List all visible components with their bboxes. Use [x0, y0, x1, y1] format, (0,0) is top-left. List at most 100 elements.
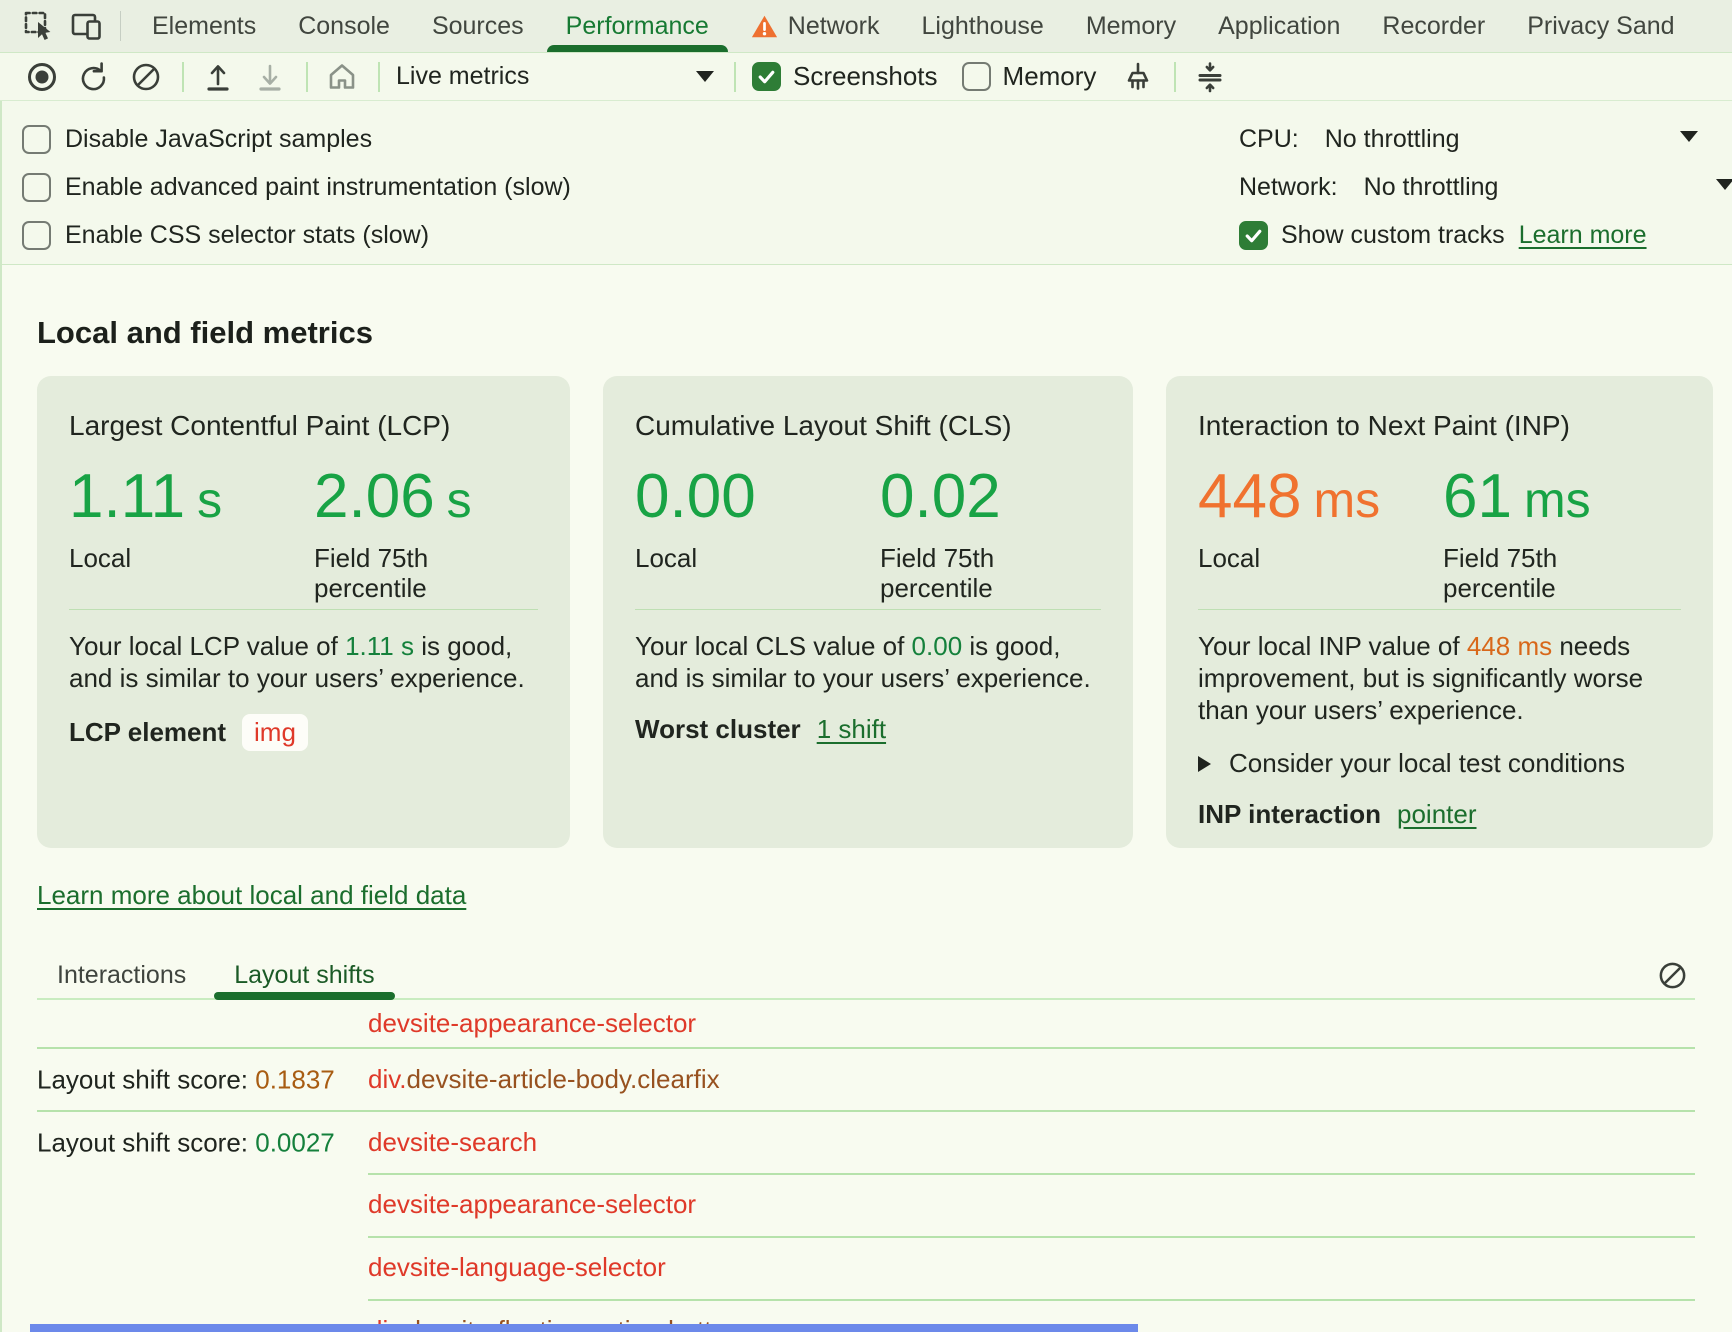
collect-garbage-button[interactable] [1120, 59, 1156, 95]
tab-interactions[interactable]: Interactions [57, 960, 187, 989]
network-throttle-select[interactable]: No throttling [1363, 172, 1499, 201]
custom-tracks-learn-more-link[interactable]: Learn more [1518, 220, 1647, 249]
layout-shift-row: devsite-language-selector [37, 1236, 1695, 1299]
metric-values: 1.11 s Local 2.06 s Field 75th percentile [69, 464, 538, 603]
tab-memory[interactable]: Memory [1085, 11, 1177, 40]
local-test-conditions-disclosure[interactable]: Consider your local test conditions [1198, 748, 1681, 779]
selection-highlight-bar [30, 1324, 1138, 1332]
local-value: 1.11 s [69, 462, 223, 531]
upload-profile-button[interactable] [200, 59, 236, 95]
shift-element-link[interactable]: devsite-appearance-selector [368, 1008, 697, 1038]
chevron-down-icon [696, 71, 714, 82]
disable-js-samples-checkbox[interactable] [22, 124, 51, 154]
pane-left-border [0, 101, 2, 1332]
toolbar-separator [182, 61, 184, 92]
shift-element-link[interactable]: devsite-language-selector [368, 1252, 666, 1282]
field-label: Field 75th percentile [314, 543, 429, 603]
reload-icon [81, 61, 106, 90]
local-label: Local [69, 543, 132, 573]
metric-description: Your local CLS value of 0.00 is good, an… [635, 631, 1091, 693]
devtools-tab-bar: Elements Console Sources Performance Net… [0, 0, 1732, 53]
tab-console[interactable]: Console [298, 11, 390, 40]
record-and-reload-button[interactable] [76, 59, 112, 95]
download-profile-button[interactable] [252, 59, 288, 95]
collapse-sections-button[interactable] [1192, 59, 1228, 95]
capture-settings-right: CPU: No throttling Network: No throttlin… [1239, 115, 1732, 259]
toolbar-separator [306, 61, 308, 92]
tab-network[interactable]: Network [730, 0, 901, 52]
metric-description: Your local LCP value of 1.11 s is good, … [69, 631, 525, 693]
check-icon [758, 70, 775, 84]
worst-cluster-link[interactable]: 1 shift [816, 714, 887, 744]
checkbox-label: Disable JavaScript samples [65, 124, 373, 153]
shift-element-link[interactable]: devsite-appearance-selector [368, 1189, 697, 1219]
clear-log-button[interactable] [1653, 956, 1691, 994]
field-data-learn-more-link[interactable]: Learn more about local and field data [37, 880, 467, 910]
tab-layout-shifts[interactable]: Layout shifts [214, 952, 395, 1000]
disable-js-samples-row[interactable]: Disable JavaScript samples [22, 115, 571, 163]
home-button[interactable] [324, 59, 360, 95]
metric-cards: Largest Contentful Paint (LCP) 1.11 s Loc… [37, 376, 1732, 848]
tab-sources[interactable]: Sources [431, 11, 524, 40]
chevron-down-icon[interactable] [1716, 179, 1732, 190]
metric-card-inp: Interaction to Next Paint (INP) 448 ms Lo… [1166, 376, 1713, 848]
advanced-paint-checkbox[interactable] [22, 172, 51, 202]
metric-card-cls: Cumulative Layout Shift (CLS) 0.00 Local… [603, 376, 1133, 848]
css-selector-stats-checkbox[interactable] [22, 220, 51, 250]
tab-privacy-sandbox[interactable]: Privacy Sand [1527, 11, 1675, 40]
record-icon [28, 62, 56, 91]
css-selector-stats-row[interactable]: Enable CSS selector stats (slow) [22, 211, 571, 259]
tab-recorder[interactable]: Recorder [1382, 11, 1486, 40]
network-throttling-row: Network: No throttling [1239, 163, 1732, 211]
tab-lighthouse[interactable]: Lighthouse [921, 11, 1044, 40]
local-label: Local [635, 543, 698, 573]
tab-elements[interactable]: Elements [152, 11, 257, 40]
inspect-element-button[interactable] [20, 7, 58, 45]
show-custom-tracks-label: Show custom tracks [1281, 220, 1505, 249]
clear-icon [1659, 962, 1685, 988]
tab-performance[interactable]: Performance [545, 0, 730, 52]
field-value-column: 0.02 Field 75th percentile [880, 464, 1101, 603]
capture-settings-pane: Disable JavaScript samples Enable advanc… [0, 101, 1732, 265]
cpu-throttle-select[interactable]: No throttling [1324, 124, 1460, 153]
memory-checkbox[interactable] [961, 62, 991, 91]
screenshots-label: Screenshots [793, 61, 938, 91]
screenshots-checkbox[interactable] [752, 62, 781, 91]
page-title: Local and field metrics [37, 315, 373, 350]
shift-element-link[interactable]: div.devsite-article-body.clearfix [368, 1064, 720, 1094]
field-value: 61 ms [1443, 462, 1591, 531]
inp-interaction-link[interactable]: pointer [1397, 799, 1477, 829]
broom-icon [1128, 62, 1149, 90]
show-custom-tracks-row: Show custom tracks Learn more [1239, 211, 1732, 259]
record-button[interactable] [24, 59, 60, 95]
toggle-device-toolbar-button[interactable] [68, 7, 106, 45]
chevron-down-icon[interactable] [1680, 131, 1698, 142]
shift-score: Layout shift score: 0.0027 [37, 1127, 335, 1157]
clear-recordings-button[interactable] [128, 59, 164, 95]
lcp-element-node-link[interactable]: img [242, 714, 308, 751]
advanced-paint-row[interactable]: Enable advanced paint instrumentation (s… [22, 163, 571, 211]
show-custom-tracks-checkbox[interactable] [1239, 220, 1268, 250]
card-title: Largest Contentful Paint (LCP) [69, 410, 451, 441]
check-icon [1245, 229, 1262, 242]
shift-element-link[interactable]: devsite-search [368, 1127, 538, 1157]
memory-label: Memory [1002, 61, 1097, 91]
field-value-column: 61 ms Field 75th percentile [1443, 464, 1681, 603]
layout-shift-row: Layout shift score: 0.1837 div.devsite-a… [37, 1047, 1695, 1110]
network-label: Network: [1239, 172, 1338, 201]
field-value-column: 2.06 s Field 75th percentile [314, 464, 538, 603]
toolbar-separator [734, 61, 736, 92]
tabbar-separator [120, 11, 121, 41]
metric-values: 448 ms Local 61 ms Field 75th percentile [1198, 464, 1681, 603]
layout-shift-row: Layout shift score: 0.0027 devsite-searc… [37, 1110, 1695, 1173]
card-footer: Worst cluster 1 shift [635, 714, 1101, 745]
toolbar-separator [1174, 61, 1177, 92]
card-divider [1198, 609, 1681, 610]
view-mode-select[interactable]: Live metrics [396, 62, 714, 91]
block-icon [132, 63, 160, 90]
card-footer: LCP element img [69, 714, 538, 751]
tab-application[interactable]: Application [1218, 11, 1341, 40]
local-label: Local [1198, 543, 1261, 573]
collapse-icon [1198, 61, 1222, 92]
